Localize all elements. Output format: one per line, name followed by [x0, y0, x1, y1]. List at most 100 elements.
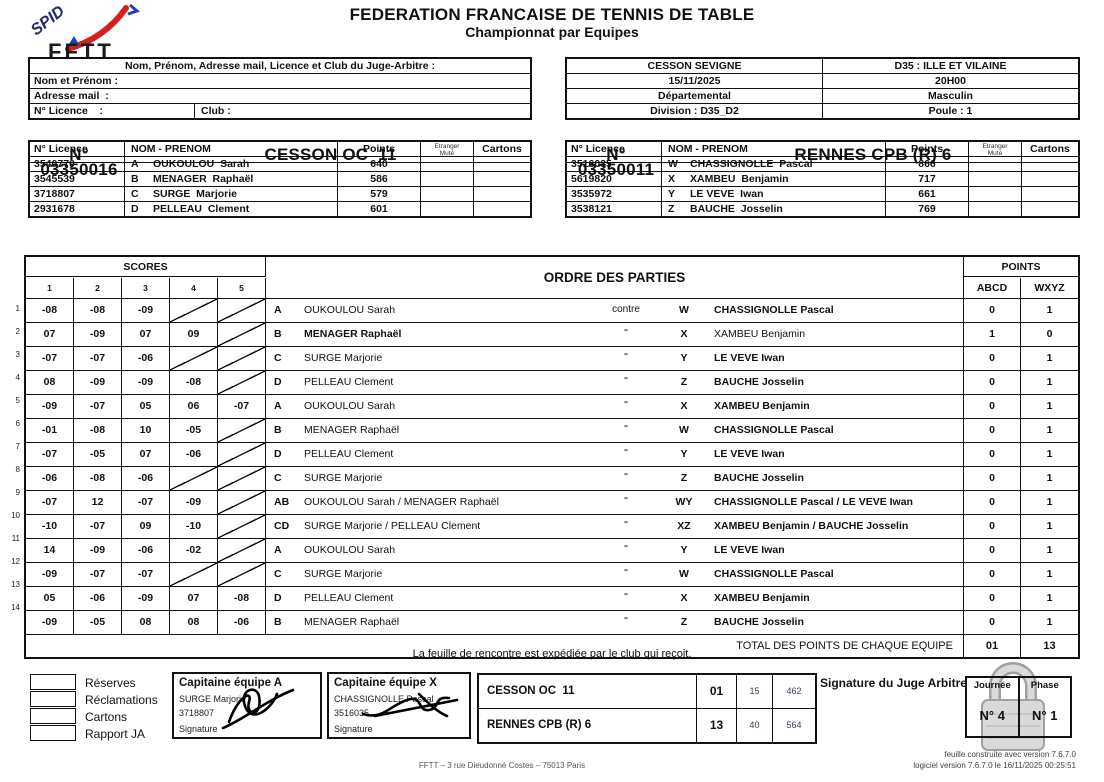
score-cell [218, 539, 266, 562]
etranger-mute-cell [969, 157, 1022, 171]
player-letter: B [274, 424, 282, 436]
match-row: -09 -07 -07 C SURGE Marjorie " W CHASSIGNOLLE P… [26, 563, 1078, 587]
player-name: OUKOULOU Sarah / MENAGER Raphaël [304, 496, 499, 508]
match-info-cell: CESSON SEVIGNE [567, 59, 823, 73]
etranger-mute-cell [421, 172, 474, 186]
player-licence: 3516035 [567, 157, 662, 171]
player-letter: A [274, 544, 282, 556]
etranger-mute-cell [969, 172, 1022, 186]
wxyz-header: WXYZ [1034, 282, 1065, 294]
team-title-row: N° 03350011 RENNES CPB (R) 6 [567, 146, 1078, 178]
etranger-mute-cell [421, 157, 474, 171]
versus-label: " [624, 352, 628, 363]
score-cell: -06 [122, 467, 170, 490]
score-cell: 06 [170, 395, 218, 418]
captain-a-licence: 3718807 [179, 708, 215, 718]
score-cell: -06 [122, 539, 170, 562]
page-subtitle: Championnat par Equipes [465, 24, 639, 40]
score-cell: -07 [122, 563, 170, 586]
match-cell: CD SURGE Marjorie / PELLEAU Clement " XZ XAM… [266, 515, 964, 538]
match-row: -07 -07 -06 C SURGE Marjorie " Y LE VEVE Iwan 0 1 [26, 347, 1078, 371]
player-letter: A [274, 304, 282, 316]
score-cell: -05 [74, 443, 122, 466]
team-a-table: N° 03350016 CESSON OC 11 N° Licence NOM - P… [28, 140, 532, 218]
result-row: RENNES CPB (R) 6 13 40 564 [479, 709, 815, 742]
score-cell: -09 [122, 371, 170, 394]
player-name-cell: X XAMBEU Benjamin [662, 172, 886, 186]
player-licence: 3540770 [30, 157, 125, 171]
score-cell: 08 [26, 371, 74, 394]
score-cell [218, 323, 266, 346]
match-cell: C SURGE Marjorie " Z BAUCHE Josselin [266, 467, 964, 490]
logo-red-swoosh [65, 5, 129, 52]
row-number: 2 [15, 327, 20, 336]
captain-a-box: Capitaine équipe A SURGE Marjorie 371880… [172, 672, 322, 739]
score-cell: -07 [26, 347, 74, 370]
etranger-mute-label: Etranger Muté [982, 143, 1008, 157]
player-name: XAMBEU Benjamin [690, 173, 789, 185]
match-cell: B MENAGER Raphaël " Z BAUCHE Josselin [266, 611, 964, 634]
player-row: 3540770 A OUKOULOU Sarah 640 [30, 157, 530, 172]
checkbox-label: Rapport JA [85, 726, 146, 741]
match-row: 08 -09 -09 -08 D PELLEAU Clement " Z BAUCHE Joss… [26, 371, 1078, 395]
versus-label: " [624, 544, 628, 555]
opponent-letter: Y [680, 352, 688, 364]
player-licence: 3545539 [30, 172, 125, 186]
points-wxyz-cell: 1 [1046, 496, 1053, 508]
cartons-column-header: Cartons [482, 143, 522, 155]
player-name: LE VEVE Iwan [690, 188, 764, 200]
checkbox-row: Rapport JA [30, 725, 158, 742]
player-letter: C [274, 568, 282, 580]
score-cell: -09 [122, 587, 170, 610]
versus-label: " [624, 448, 628, 459]
versus-label: " [624, 328, 628, 339]
score-cell: -08 [170, 371, 218, 394]
set-number-header: 1 [26, 278, 74, 298]
player-points: 717 [886, 172, 969, 186]
score-cell: 07 [26, 323, 74, 346]
row-number: 9 [15, 488, 20, 497]
judge-club-field: Club : [201, 105, 231, 117]
opponent-letter: X [680, 328, 688, 340]
points-abcd-cell: 0 [964, 611, 1021, 634]
player-licence: 5619820 [567, 172, 662, 186]
etranger-mute-cell [969, 187, 1022, 201]
fftt-logo: SPID FFTT [22, 2, 144, 64]
result-sets-count: 462 [786, 686, 802, 696]
dispatch-note: La feuille de rencontre est expédiée par… [412, 648, 692, 660]
score-cell: -07 [26, 443, 74, 466]
cartons-cell [1022, 187, 1078, 201]
score-cell: -08 [74, 467, 122, 490]
score-cell: -09 [170, 491, 218, 514]
page-title: FEDERATION FRANCAISE DE TENNIS DE TABLE [349, 5, 755, 24]
player-name: PELLEAU Clement [304, 592, 394, 604]
score-cell: -09 [26, 395, 74, 418]
phase-column: Phase N° 1 [1020, 678, 1071, 736]
points-wxyz-cell: 1 [1046, 472, 1053, 484]
player-letter: C [274, 352, 282, 364]
points-abcd-cell: 0 [964, 395, 1021, 418]
abcd-header: ABCD [964, 278, 1021, 298]
set-number-header: 2 [74, 278, 122, 298]
player-licence: 2931678 [30, 202, 125, 216]
player-name: OUKOULOU Sarah [153, 158, 250, 170]
score-cell [170, 467, 218, 490]
set-number-header: 5 [218, 278, 266, 298]
player-name: SURGE Marjorie [304, 568, 383, 580]
score-cell: -07 [74, 347, 122, 370]
captain-x-box: Capitaine équipe X CHASSIGNOLLE Pascal 3… [327, 672, 471, 739]
player-licence: 3538121 [567, 202, 662, 216]
player-letter: CD [274, 520, 290, 532]
judge-arbitre-box: Nom, Prénom, Adresse mail, Licence et Cl… [28, 57, 532, 120]
etranger-mute-column-header: Etranger Muté [969, 142, 1022, 157]
score-cell: -07 [218, 395, 266, 418]
player-letter: AB [274, 496, 290, 508]
match-cell: B MENAGER Raphaël " W CHASSIGNOLLE Pascal [266, 419, 964, 442]
checkbox-empty [30, 691, 76, 707]
opponent-name: XAMBEU Benjamin / BAUCHE Josselin [714, 520, 909, 532]
points-wxyz-cell: 1 [1046, 544, 1053, 556]
points-abcd-cell: 0 [964, 443, 1021, 466]
opponent-letter: Y [680, 448, 688, 460]
checkbox-empty [30, 674, 76, 690]
